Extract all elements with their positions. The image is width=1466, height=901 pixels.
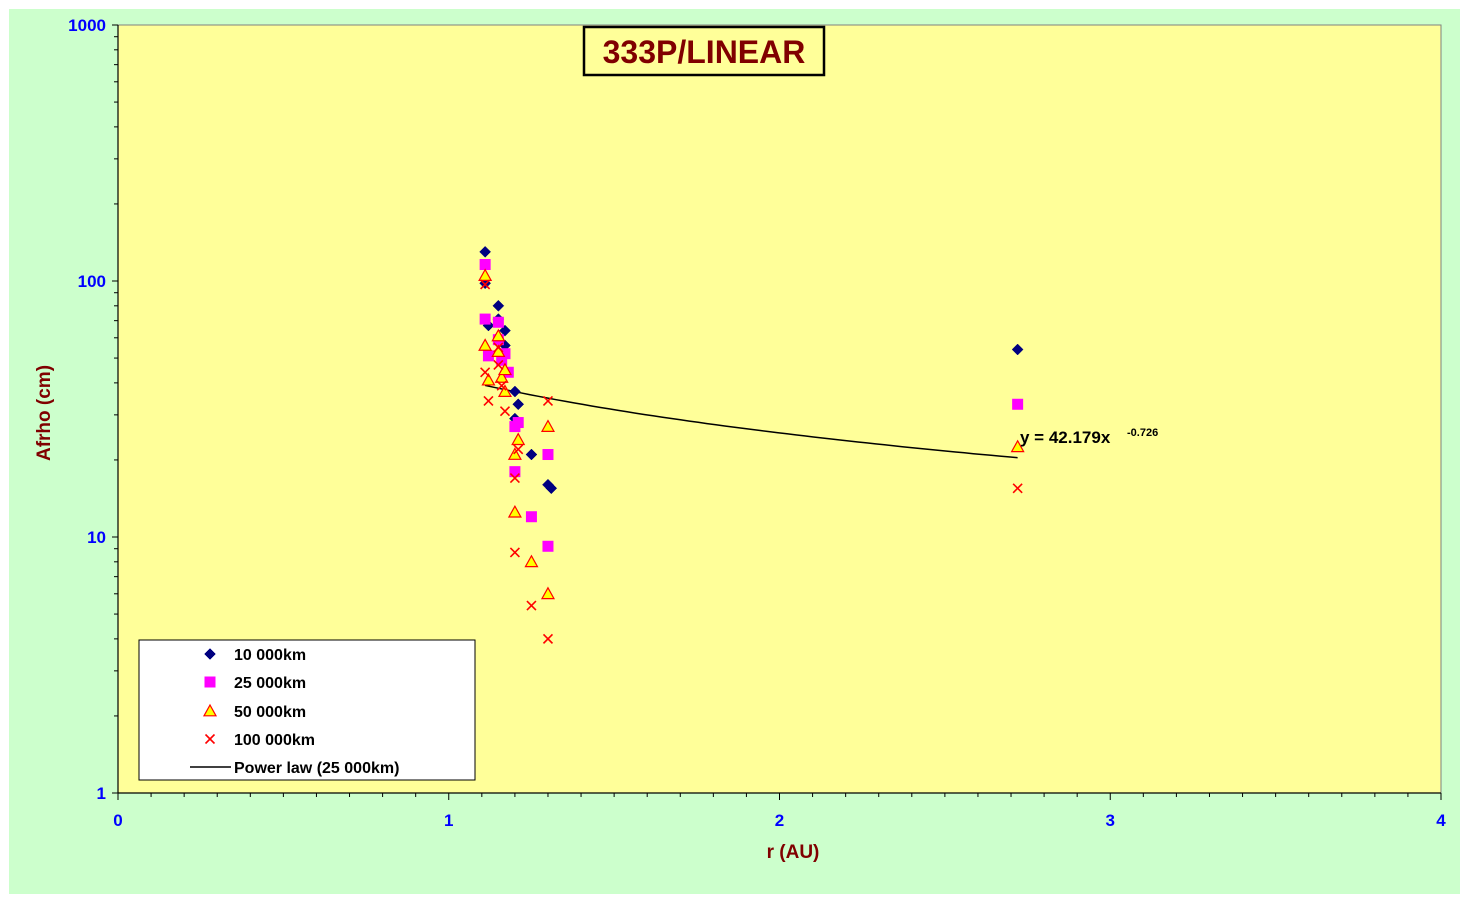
x-marker-stroke	[526, 600, 537, 611]
legend-marker-4	[204, 733, 216, 745]
data-point-series-3	[507, 447, 522, 460]
data-point-series-3	[497, 384, 512, 397]
x-marker-stroke	[480, 279, 491, 290]
x-marker-stroke	[480, 367, 491, 378]
x-tick-label: 1	[444, 811, 453, 830]
data-point-series-3	[478, 268, 493, 281]
y-tick-label: 100	[78, 272, 106, 291]
data-point-series-3	[540, 586, 555, 600]
data-point-series-2	[499, 348, 511, 360]
legend-label-3: 50 000km	[234, 704, 306, 721]
data-point-series-2	[492, 316, 504, 328]
x-marker-stroke	[509, 472, 520, 484]
legend-marker-3	[202, 703, 218, 717]
data-point-series-4	[509, 547, 520, 558]
legend-marker-1	[204, 648, 216, 660]
legend: 10 000km 25 000km 50 000km 100 000km Power l…	[138, 639, 476, 781]
data-point-series-4	[480, 367, 491, 378]
data-point-series-2	[482, 350, 494, 362]
chart-title-box: 333P/LINEAR	[582, 25, 826, 77]
y-tick-label: 1	[97, 784, 106, 803]
data-point-series-4	[1012, 483, 1023, 494]
data-point-series-1	[512, 398, 525, 411]
data-point-series-1	[499, 324, 511, 337]
y-axis-title: Afrho (cm)	[34, 365, 55, 461]
x-marker-stroke	[513, 444, 524, 455]
x-tick-label: 0	[113, 811, 122, 830]
data-point-series-3	[524, 554, 539, 568]
x-tick-label: 2	[775, 811, 784, 830]
legend-box	[138, 639, 476, 781]
data-point-series-4	[526, 600, 537, 611]
data-point-series-3	[491, 328, 506, 342]
x-marker-stroke	[542, 395, 554, 407]
legend-label-2: 25 000km	[234, 675, 306, 692]
data-point-series-4	[493, 359, 504, 371]
data-point-series-1	[492, 299, 505, 312]
data-point-series-4	[509, 472, 520, 484]
data-point-series-1	[509, 385, 521, 398]
data-point-series-1	[479, 245, 491, 258]
data-point-series-2	[542, 540, 554, 552]
data-point-series-2	[509, 466, 521, 478]
data-point-series-4	[542, 633, 554, 644]
data-point-series-4	[493, 342, 504, 353]
data-point-series-2	[479, 258, 491, 270]
data-point-series-4	[513, 444, 524, 455]
data-point-series-2	[1012, 398, 1024, 410]
legend-label-1: 10 000km	[234, 647, 306, 664]
data-point-series-3	[481, 372, 496, 386]
data-point-series-3	[478, 338, 493, 351]
x-marker-stroke	[496, 380, 507, 391]
legend-label-4: 100 000km	[234, 732, 315, 749]
data-point-series-4	[542, 395, 554, 407]
data-point-series-1	[545, 482, 558, 495]
data-point-series-4	[483, 395, 494, 407]
x-marker-stroke	[493, 359, 504, 371]
data-point-series-4	[499, 406, 511, 417]
legend-marker-2	[204, 676, 216, 688]
data-point-series-4	[480, 279, 491, 290]
trendline-power-law	[484, 384, 1018, 459]
y-tick-label: 10	[87, 528, 106, 547]
trend-equation-text: y = 42.179x	[1020, 428, 1111, 447]
x-tick-label: 3	[1106, 811, 1115, 830]
x-marker-stroke	[509, 547, 520, 558]
data-point-series-2	[479, 313, 491, 325]
trend-equation: y = 42.179x -0.726	[1020, 427, 1158, 447]
data-point-series-2	[542, 449, 554, 461]
data-point-series-2	[512, 417, 524, 429]
data-point-series-4	[496, 380, 507, 391]
y-tick-label: 1000	[68, 16, 106, 35]
x-marker-stroke	[499, 406, 511, 417]
x-marker-stroke	[1012, 483, 1023, 494]
data-point-series-3	[494, 370, 509, 383]
data-point-series-3	[540, 419, 555, 432]
data-point-series-1	[525, 448, 538, 461]
x-tick-label: 4	[1436, 811, 1446, 830]
x-marker-stroke	[204, 733, 216, 745]
data-point-series-3	[507, 504, 522, 518]
data-point-series-2	[496, 354, 508, 366]
legend-label-trendline: Power law (25 000km)	[234, 760, 399, 777]
data-point-series-3	[1010, 439, 1025, 453]
data-point-series-3	[511, 432, 526, 446]
data-points-layer	[478, 245, 1025, 644]
x-marker-stroke	[483, 395, 494, 407]
x-marker-stroke	[493, 342, 504, 353]
x-axis-title: r (AU)	[767, 842, 820, 863]
x-marker-stroke	[542, 633, 554, 644]
data-point-series-1	[1011, 343, 1024, 356]
chart-title: 333P/LINEAR	[603, 34, 806, 70]
trendline-layer	[484, 384, 1018, 459]
data-point-series-2	[525, 511, 537, 523]
trend-equation-exponent: -0.726	[1127, 427, 1158, 439]
